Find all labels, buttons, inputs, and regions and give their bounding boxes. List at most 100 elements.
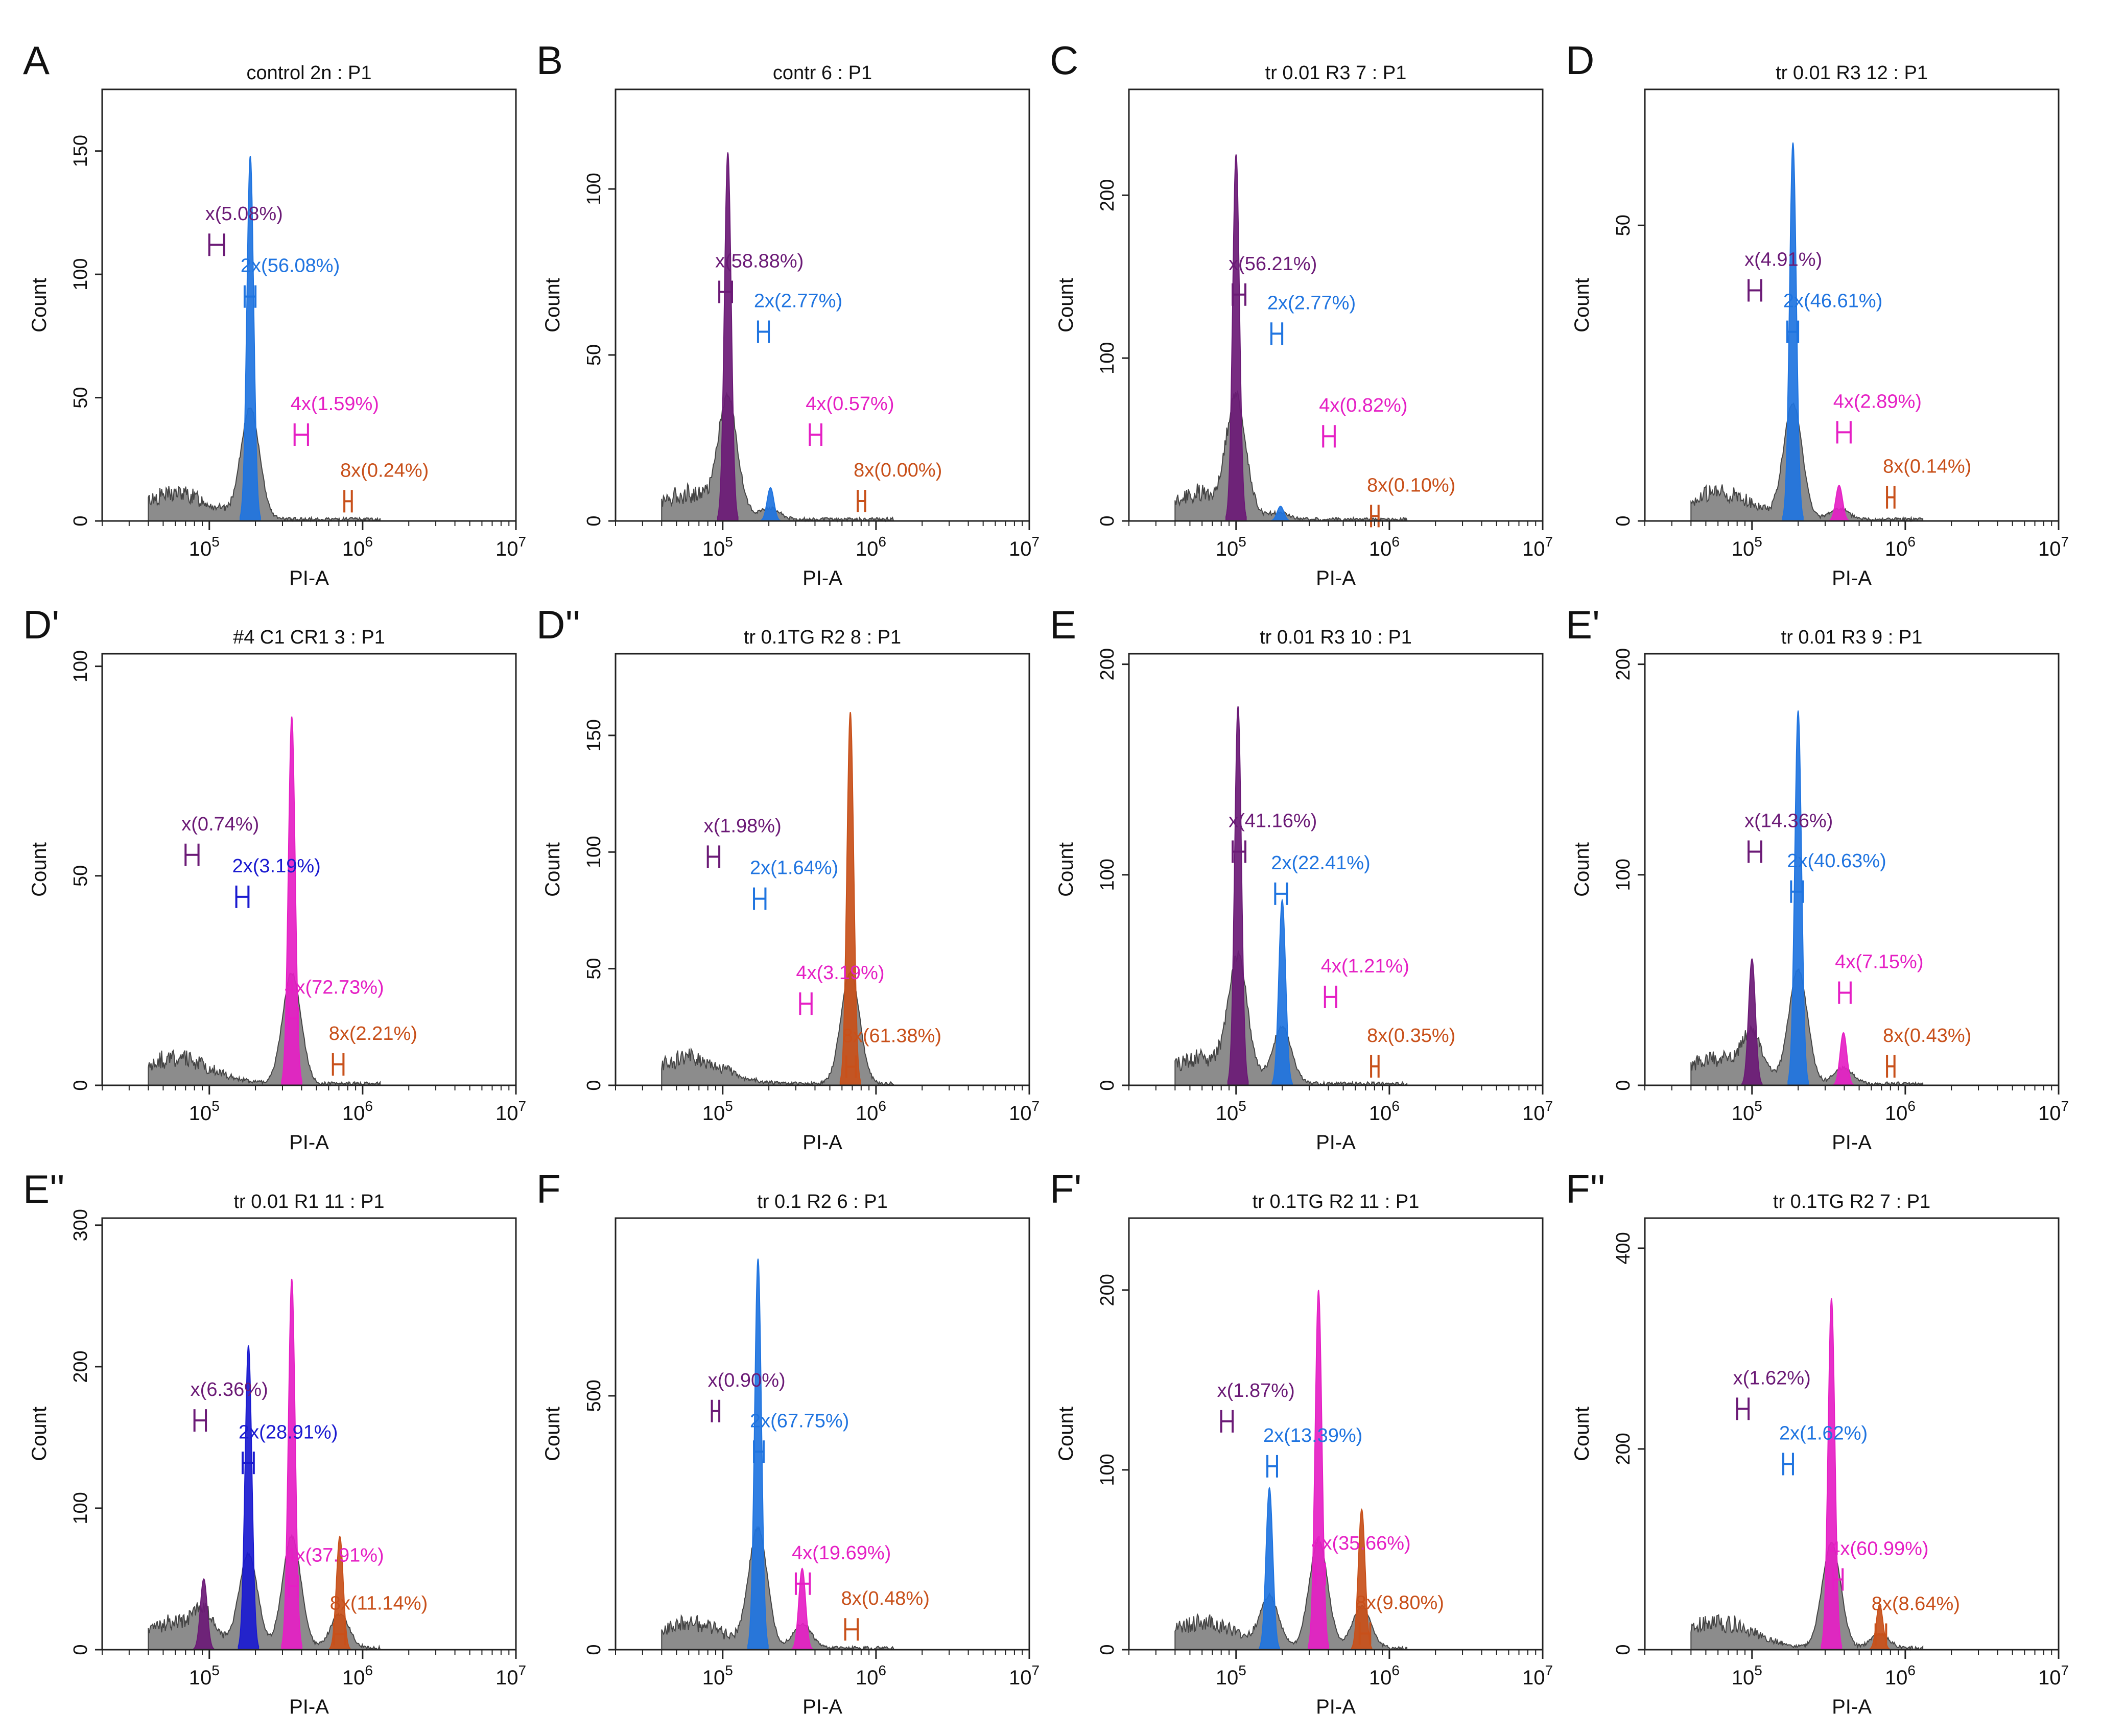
gate-marker-x bbox=[1748, 840, 1762, 863]
peak-4x bbox=[281, 1278, 302, 1650]
gate-label-4x: 4x(1.21%) bbox=[1321, 956, 1409, 977]
gate-label-2x: 2x(28.91%) bbox=[239, 1421, 338, 1443]
x-axis-label: PI-A bbox=[802, 1696, 842, 1718]
chart-title: tr 0.01 R3 9 : P1 bbox=[1781, 627, 1923, 648]
peak-x bbox=[717, 152, 739, 521]
y-tick-label: 100 bbox=[1097, 1454, 1118, 1486]
x-tick-label: 105 bbox=[189, 1662, 220, 1689]
plot-frame bbox=[1644, 653, 2060, 1086]
x-tick-label: 106 bbox=[342, 1662, 373, 1689]
gate-label-8x: 8x(0.35%) bbox=[1367, 1025, 1455, 1047]
gate-label-2x: 2x(3.19%) bbox=[232, 855, 321, 877]
y-tick-label: 200 bbox=[1097, 179, 1118, 211]
gate-marker-2x bbox=[1790, 880, 1804, 903]
panel-letter: B bbox=[536, 38, 563, 83]
gate-label-2x: 2x(2.77%) bbox=[1267, 292, 1356, 314]
gate-label-4x: 4x(2.89%) bbox=[1833, 391, 1922, 412]
background-histogram bbox=[661, 392, 894, 523]
gate-label-2x: 2x(56.08%) bbox=[241, 255, 340, 277]
y-tick-label: 100 bbox=[70, 1492, 91, 1524]
x-tick-label: 107 bbox=[2038, 1098, 2069, 1125]
panel-letter: F bbox=[536, 1167, 561, 1211]
gate-label-x: x(56.21%) bbox=[1229, 253, 1317, 275]
y-tick-label: 200 bbox=[70, 1350, 91, 1383]
gate-marker-x bbox=[1232, 840, 1246, 863]
gate-marker-x bbox=[193, 1409, 207, 1432]
chart-title: tr 0.1 R2 6 : P1 bbox=[757, 1191, 888, 1212]
gate-marker-x bbox=[1232, 283, 1246, 306]
gate-marker-2x bbox=[753, 887, 767, 910]
gate-marker-2x bbox=[242, 1452, 255, 1475]
y-tick-label: 0 bbox=[583, 515, 605, 526]
y-tick-label: 100 bbox=[1097, 859, 1118, 891]
gate-label-8x: 8x(0.24%) bbox=[340, 460, 429, 481]
gate-marker-2x bbox=[1782, 1453, 1794, 1476]
y-tick-label: 50 bbox=[583, 958, 605, 979]
x-tick-label: 105 bbox=[702, 534, 733, 560]
peak-4x bbox=[281, 716, 302, 1086]
peak-2x bbox=[238, 1345, 259, 1650]
gate-label-8x: 8x(11.14%) bbox=[330, 1593, 428, 1614]
gate-label-8x: 8x(61.38%) bbox=[842, 1025, 941, 1047]
y-tick-label: 100 bbox=[583, 173, 605, 205]
peak-4x bbox=[1821, 1298, 1843, 1650]
gate-marker-4x bbox=[1324, 985, 1337, 1008]
x-tick-label: 106 bbox=[1369, 534, 1400, 560]
chart-title: tr 0.1TG R2 8 : P1 bbox=[744, 627, 901, 648]
gate-label-8x: 8x(2.21%) bbox=[329, 1023, 417, 1044]
gate-marker-4x bbox=[1838, 981, 1852, 1004]
chart-title: tr 0.1TG R2 11 : P1 bbox=[1253, 1191, 1420, 1212]
peak-2x bbox=[747, 1258, 769, 1650]
chart-title: control 2n : P1 bbox=[246, 62, 371, 84]
x-axis-label: PI-A bbox=[289, 1696, 329, 1718]
gate-label-8x: 8x(0.00%) bbox=[854, 460, 942, 481]
plot-frame bbox=[1128, 88, 1544, 522]
x-axis-label: PI-A bbox=[289, 567, 329, 589]
chart-title: tr 0.01 R3 10 : P1 bbox=[1260, 627, 1412, 648]
peak-2x bbox=[1270, 506, 1291, 521]
x-axis-label: PI-A bbox=[1316, 1131, 1356, 1154]
gate-label-4x: 4x(35.66%) bbox=[1311, 1533, 1410, 1554]
panel-letter: E'' bbox=[23, 1167, 65, 1211]
plot-frame bbox=[615, 653, 1030, 1086]
gate-label-4x: 4x(19.69%) bbox=[792, 1542, 891, 1564]
gate-label-4x: 4x(37.91%) bbox=[285, 1544, 384, 1566]
x-tick-label: 106 bbox=[1369, 1098, 1400, 1125]
x-axis-label: PI-A bbox=[1832, 1131, 1872, 1154]
y-axis-label: Count bbox=[28, 842, 51, 897]
x-tick-label: 106 bbox=[1369, 1662, 1400, 1689]
gate-label-8x: 8x(0.10%) bbox=[1367, 474, 1455, 496]
gate-label-x: x(14.36%) bbox=[1744, 810, 1833, 831]
peak-x bbox=[193, 1578, 215, 1650]
y-tick-label: 50 bbox=[583, 344, 605, 366]
y-tick-label: 150 bbox=[70, 135, 91, 167]
x-tick-label: 105 bbox=[1732, 534, 1762, 560]
y-tick-label: 0 bbox=[70, 1080, 91, 1090]
gate-marker-x bbox=[1736, 1397, 1750, 1420]
peak-x bbox=[1741, 958, 1763, 1086]
x-axis-label: PI-A bbox=[802, 567, 842, 589]
x-tick-label: 105 bbox=[1216, 1098, 1246, 1125]
panel-letter: F' bbox=[1050, 1167, 1082, 1211]
plot-frame bbox=[1644, 88, 2060, 522]
gate-label-4x: 4x(1.59%) bbox=[291, 393, 379, 415]
gate-label-4x: 4x(7.15%) bbox=[1835, 952, 1923, 973]
chart-title: tr 0.1TG R2 7 : P1 bbox=[1773, 1191, 1930, 1212]
y-tick-label: 0 bbox=[1613, 1644, 1634, 1655]
y-axis-label: Count bbox=[1055, 1407, 1077, 1461]
gate-label-4x: 4x(3.19%) bbox=[796, 962, 884, 984]
gate-label-2x: 2x(67.75%) bbox=[750, 1410, 849, 1432]
peak-2x bbox=[240, 156, 261, 521]
gate-label-8x: 8x(0.43%) bbox=[1883, 1025, 1971, 1047]
plot-frame bbox=[615, 88, 1030, 522]
background-histogram bbox=[148, 407, 381, 522]
gate-marker-8x bbox=[845, 1055, 857, 1078]
gate-label-4x: 4x(60.99%) bbox=[1829, 1538, 1928, 1559]
panel-Ep: E' tr 0.01 R3 9 : P1 x(14.36%) 2x(40.63%) 4x… bbox=[1566, 602, 2069, 1154]
y-tick-label: 0 bbox=[1613, 515, 1634, 526]
